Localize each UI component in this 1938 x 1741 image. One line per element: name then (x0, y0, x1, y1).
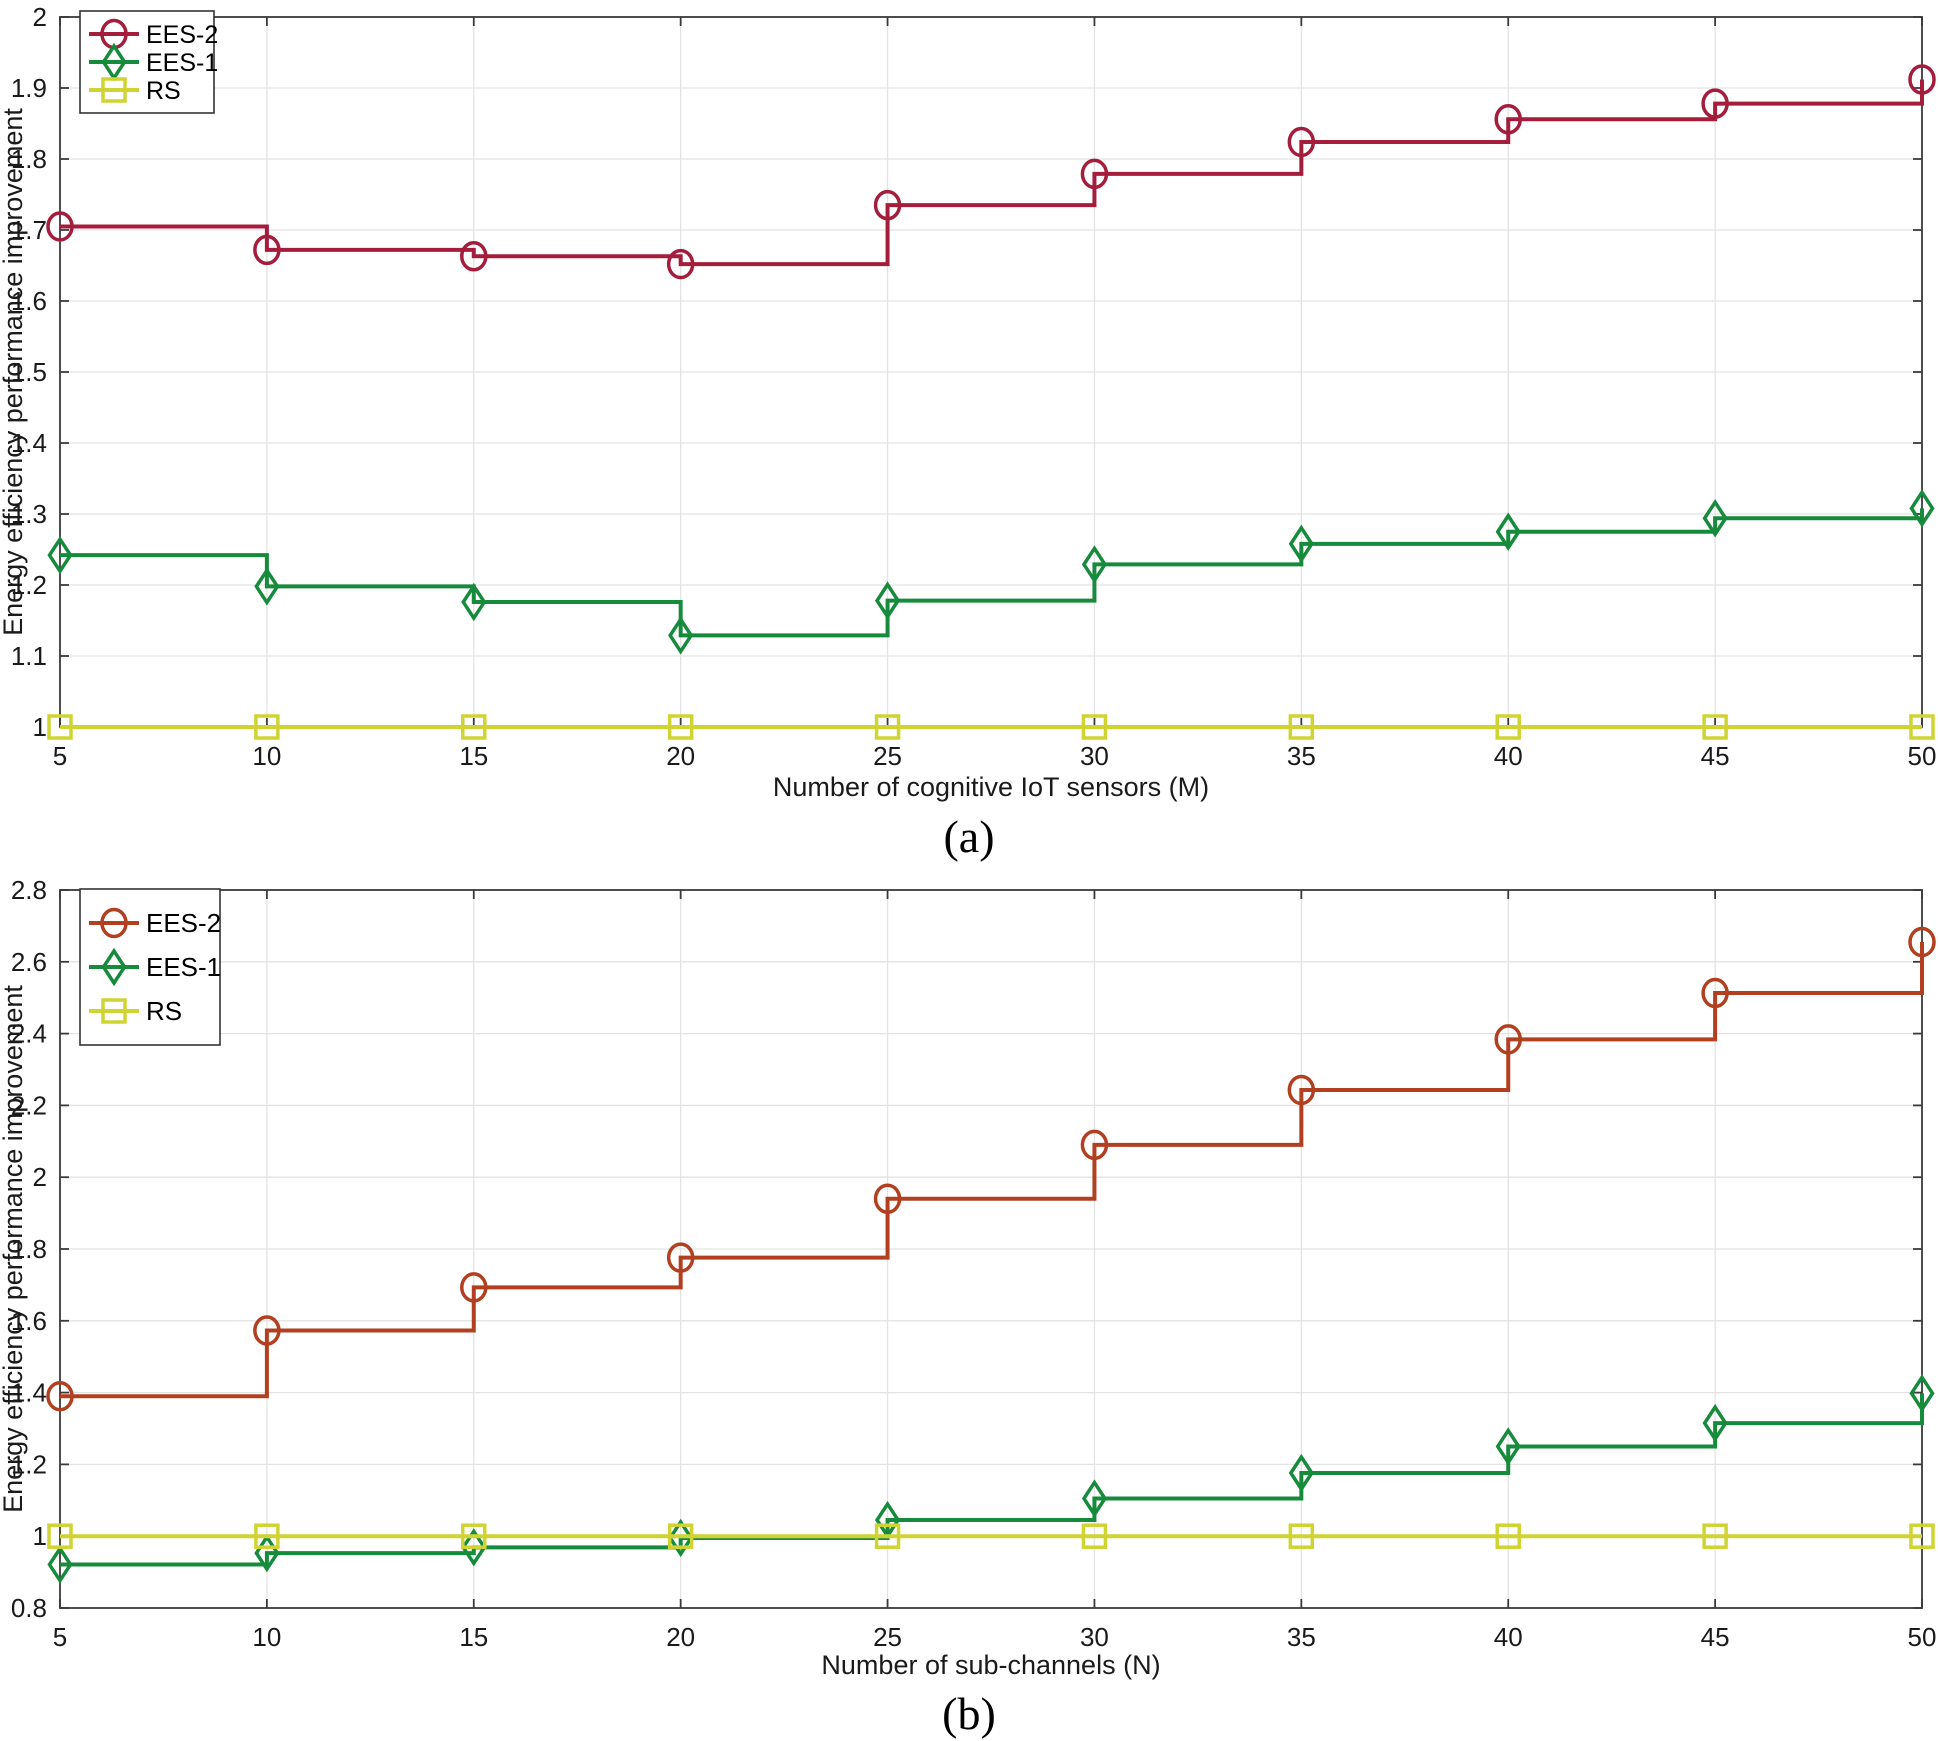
x-tick-labels: 5 10 15 20 25 30 35 40 45 50 (53, 741, 1937, 771)
svg-text:1.8: 1.8 (11, 1234, 47, 1264)
svg-text:40: 40 (1494, 741, 1523, 771)
legend-item-RS: RS (89, 77, 181, 105)
svg-text:15: 15 (459, 741, 488, 771)
chart-a-canvas: 5 10 15 20 25 30 35 40 45 50 1 1.1 1.2 1.3 1.4 1.5 1.6 1.… (0, 2, 1937, 802)
legend-label: EES-1 (146, 952, 221, 982)
legend-item-EES-2: EES-2 (89, 18, 218, 50)
svg-text:0.8: 0.8 (11, 1593, 47, 1623)
legend-item-EES-2: EES-2 (89, 907, 221, 939)
svg-text:2.8: 2.8 (11, 875, 47, 905)
svg-text:1.9: 1.9 (11, 73, 47, 103)
chart-b-caption: (b) (942, 1688, 996, 1739)
svg-text:10: 10 (252, 1622, 281, 1652)
svg-text:1.7: 1.7 (11, 215, 47, 245)
svg-text:1.2: 1.2 (11, 1449, 47, 1479)
series-RS (47, 1523, 1935, 1549)
svg-text:35: 35 (1287, 1622, 1316, 1652)
gridlines (60, 890, 1922, 1608)
svg-text:40: 40 (1494, 1622, 1523, 1652)
legend-item-EES-1: EES-1 (89, 947, 221, 987)
series-EES-1 (47, 1374, 1935, 1584)
series-EES-2 (46, 926, 1936, 1412)
series-EES-1 (47, 489, 1935, 655)
svg-text:5: 5 (53, 741, 67, 771)
svg-text:1.4: 1.4 (11, 428, 47, 458)
series-EES-2 (46, 64, 1936, 280)
svg-text:35: 35 (1287, 741, 1316, 771)
svg-text:1: 1 (33, 1521, 47, 1551)
svg-text:2.2: 2.2 (11, 1090, 47, 1120)
svg-text:1.2: 1.2 (11, 570, 47, 600)
chart-b-canvas: 5 10 15 20 25 30 35 40 45 50 0.8 1 1.2 1.4 1.6 1.8 2 2.2 2… (0, 875, 1937, 1680)
chart-a-caption: (a) (943, 811, 995, 862)
svg-text:1.4: 1.4 (11, 1378, 47, 1408)
legend-label: EES-1 (146, 49, 218, 77)
y-tick-labels: 0.8 1 1.2 1.4 1.6 1.8 2 2.2 2.4 2.6 2.8 (11, 875, 47, 1623)
y-tick-labels: 1 1.1 1.2 1.3 1.4 1.5 1.6 1.7 1.8 1.9 2 (11, 2, 47, 742)
gridlines (60, 17, 1922, 727)
x-tick-labels: 5 10 15 20 25 30 35 40 45 50 (53, 1622, 1937, 1652)
legend-label: EES-2 (146, 908, 221, 938)
svg-text:1.1: 1.1 (11, 641, 47, 671)
svg-text:2.6: 2.6 (11, 947, 47, 977)
chart-b: 5 10 15 20 25 30 35 40 45 50 0.8 1 1.2 1.4 1.6 1.8 2 2.2 2… (0, 874, 1938, 1739)
svg-text:20: 20 (666, 1622, 695, 1652)
svg-text:1.6: 1.6 (11, 1306, 47, 1336)
series-RS (47, 714, 1935, 740)
svg-text:1.6: 1.6 (11, 286, 47, 316)
chart-a: 5 10 15 20 25 30 35 40 45 50 1 1.1 1.2 1.3 1.4 1.5 1.6 1.… (0, 2, 1937, 862)
svg-text:30: 30 (1080, 1622, 1109, 1652)
svg-text:30: 30 (1080, 741, 1109, 771)
svg-text:50: 50 (1908, 1622, 1937, 1652)
legend: EES-2 EES-1 RS (79, 888, 221, 1046)
svg-text:2: 2 (33, 2, 47, 32)
legend-label: EES-2 (146, 21, 218, 49)
svg-text:15: 15 (459, 1622, 488, 1652)
svg-text:1.5: 1.5 (11, 357, 47, 387)
svg-text:1.8: 1.8 (11, 144, 47, 174)
legend-label: RS (146, 77, 181, 105)
x-axis-label: Number of cognitive IoT sensors (M) (773, 772, 1209, 802)
legend-item-RS: RS (89, 996, 182, 1026)
svg-text:45: 45 (1701, 741, 1730, 771)
svg-text:25: 25 (873, 741, 902, 771)
legend-label: RS (146, 996, 182, 1026)
x-axis-label: Number of sub-channels (N) (821, 1650, 1160, 1680)
svg-text:45: 45 (1701, 1622, 1730, 1652)
y-axis-label: Energy efficiency performance improvemen… (0, 985, 28, 1513)
svg-text:2: 2 (33, 1162, 47, 1192)
svg-text:20: 20 (666, 741, 695, 771)
y-axis-label: Energy efficiency performance improvemen… (0, 108, 28, 636)
svg-text:10: 10 (252, 741, 281, 771)
svg-text:1: 1 (33, 712, 47, 742)
svg-text:5: 5 (53, 1622, 67, 1652)
svg-text:25: 25 (873, 1622, 902, 1652)
svg-text:1.3: 1.3 (11, 499, 47, 529)
svg-text:50: 50 (1908, 741, 1937, 771)
svg-text:2.4: 2.4 (11, 1019, 47, 1049)
